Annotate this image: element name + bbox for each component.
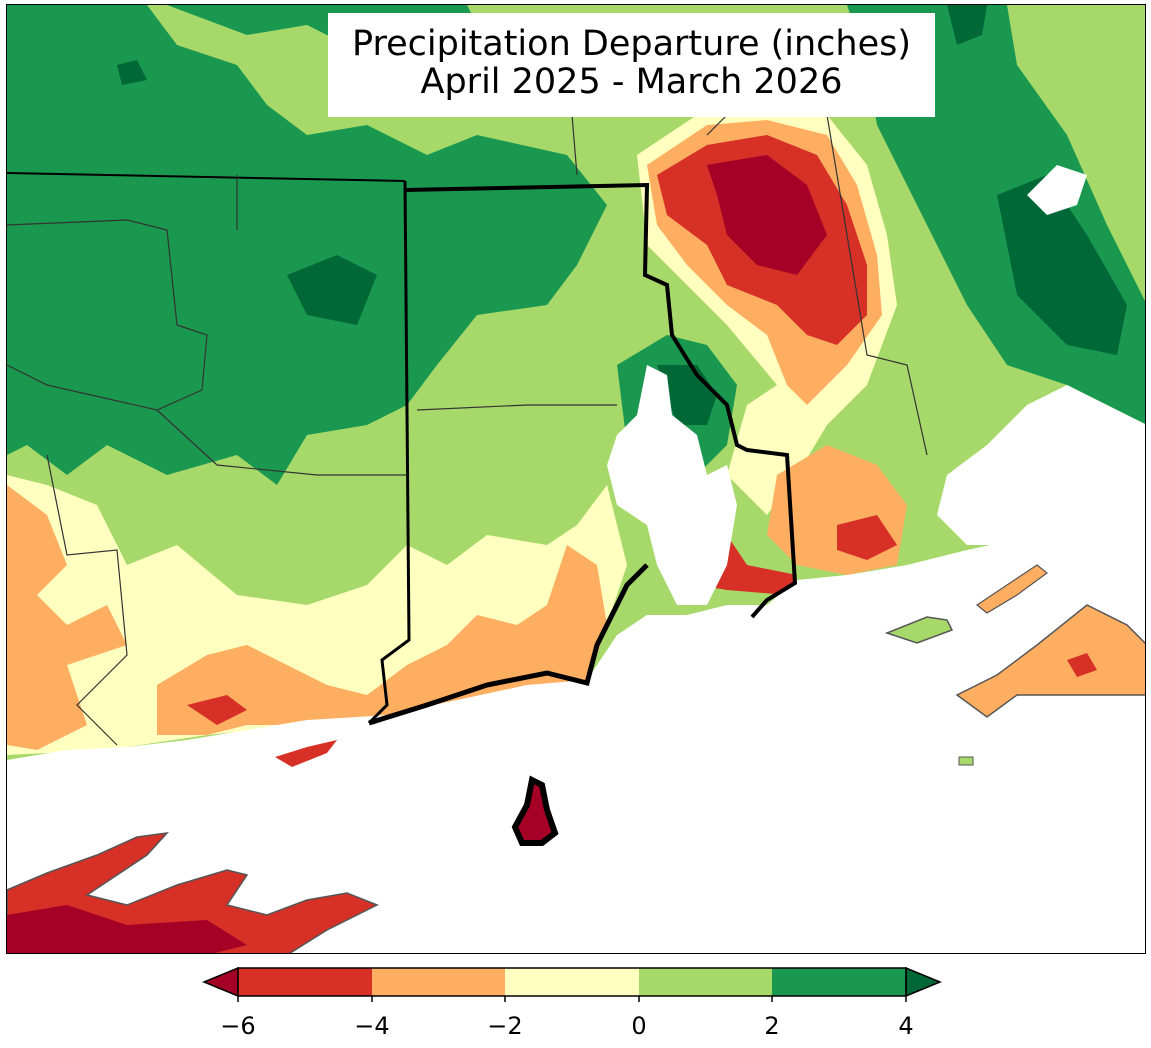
colorbar-segment-0-2 bbox=[639, 968, 772, 996]
colorbar-outline bbox=[237, 967, 907, 997]
ct-ri-border bbox=[367, 180, 411, 725]
colorbar-extend-high bbox=[905, 966, 942, 998]
ri-coast bbox=[368, 563, 649, 726]
map-frame: Precipitation Departure (inches) April 2… bbox=[6, 4, 1146, 954]
region-below-neg6-ne bbox=[707, 155, 827, 275]
ocean bbox=[7, 515, 1145, 953]
colorbar-extend-low bbox=[202, 966, 239, 998]
marthas-vineyard bbox=[884, 616, 954, 644]
nantucket bbox=[955, 604, 1145, 718]
colorbar-segment-neg2-0 bbox=[505, 968, 639, 996]
region-4plus-north bbox=[117, 60, 147, 85]
nantucket-dry-core bbox=[1067, 653, 1097, 677]
region-neg4toneg2-coast bbox=[157, 545, 607, 735]
colorbar-segment-neg6-neg4 bbox=[238, 968, 372, 996]
elizabeth-islands bbox=[975, 564, 1048, 614]
precipitation-map bbox=[7, 5, 1145, 953]
colorbar bbox=[202, 966, 942, 1002]
map-title: Precipitation Departure (inches) April 2… bbox=[328, 13, 935, 117]
ri-ma-border-north bbox=[404, 182, 798, 619]
ct-ma-border bbox=[7, 172, 406, 182]
region-4plus-west bbox=[287, 255, 377, 325]
colorbar-segment-neg4-neg2 bbox=[372, 968, 505, 996]
region-2to4-west bbox=[7, 5, 607, 485]
colorbar-tick-2: 2 bbox=[764, 1012, 780, 1040]
colorbar-tick-4: 4 bbox=[898, 1012, 914, 1040]
cape-cod-bay bbox=[1027, 165, 1087, 215]
colorbar-tick-neg6: −6 bbox=[220, 1012, 256, 1040]
region-neg4toneg2-sw bbox=[7, 485, 127, 750]
no-mans-land bbox=[958, 756, 974, 766]
region-2to4-top bbox=[7, 5, 97, 135]
title-line-2: April 2025 - March 2026 bbox=[420, 62, 843, 102]
narragansett-bay bbox=[607, 365, 737, 605]
region-4plus-east bbox=[997, 175, 1127, 355]
colorbar-ticks bbox=[237, 996, 907, 1002]
region-4plus-ne-corner bbox=[947, 5, 987, 45]
region-neg6toneg4-coast bbox=[187, 695, 247, 725]
buzzards-bay bbox=[937, 385, 1145, 545]
colorbar-tick-neg2: −2 bbox=[487, 1012, 523, 1040]
block-island bbox=[511, 775, 559, 846]
fishers-island bbox=[275, 740, 337, 767]
long-island-dry-core bbox=[7, 905, 247, 953]
title-line-1: Precipitation Departure (inches) bbox=[351, 24, 912, 64]
colorbar-tick-0: 0 bbox=[631, 1012, 647, 1040]
colorbar-segment-2-4 bbox=[772, 968, 906, 996]
region-neg6toneg4-se bbox=[837, 515, 897, 560]
state-borders bbox=[7, 54, 928, 746]
colorbar-tick-neg4: −4 bbox=[354, 1012, 390, 1040]
